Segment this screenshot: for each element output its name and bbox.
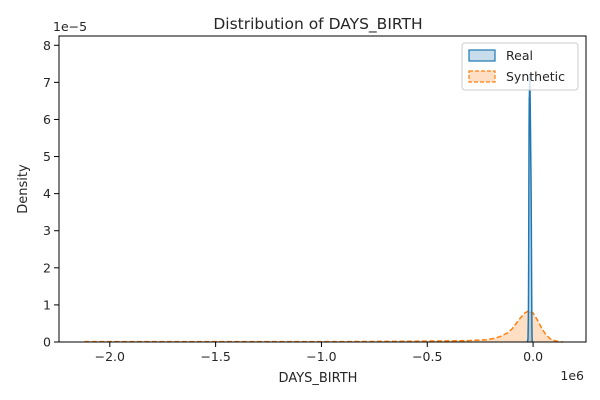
axes-frame bbox=[58, 35, 587, 343]
y-tick-label: 8 bbox=[43, 38, 51, 53]
y-tick-label: 7 bbox=[43, 75, 51, 90]
legend-box bbox=[461, 42, 579, 91]
legend: Real Synthetic bbox=[461, 42, 579, 91]
y-axis-ticks: 0 1 2 3 4 5 6 7 8 bbox=[43, 38, 59, 350]
x-axis-label: DAYS_BIRTH bbox=[279, 371, 358, 386]
x-tick-label: −1.5 bbox=[200, 349, 230, 364]
legend-label-synthetic: Synthetic bbox=[506, 69, 565, 84]
y-tick-label: 6 bbox=[43, 112, 51, 127]
legend-swatch-synthetic bbox=[468, 70, 496, 83]
x-axis-offset-label: 1e6 bbox=[560, 368, 584, 383]
y-axis-label: Density bbox=[16, 164, 31, 214]
x-tick-label: −2.0 bbox=[95, 349, 125, 364]
x-tick-label: −0.5 bbox=[412, 349, 442, 364]
x-tick-label: 0.0 bbox=[523, 349, 543, 364]
chart-title: Distribution of DAYS_BIRTH bbox=[213, 15, 422, 34]
y-tick-label: 4 bbox=[43, 186, 51, 201]
series-area-synthetic bbox=[84, 310, 563, 342]
legend-label-real: Real bbox=[506, 48, 533, 63]
y-tick-label: 1 bbox=[43, 297, 51, 312]
legend-swatch-real bbox=[468, 49, 496, 62]
y-tick-label: 5 bbox=[43, 149, 51, 164]
y-tick-label: 3 bbox=[43, 223, 51, 238]
y-tick-label: 2 bbox=[43, 260, 51, 275]
y-axis-offset-label: 1e−5 bbox=[53, 19, 87, 34]
x-axis-ticks: −2.0 −1.5 −1.0 −0.5 0.0 bbox=[95, 342, 543, 364]
x-tick-label: −1.0 bbox=[306, 349, 336, 364]
y-tick-label: 0 bbox=[43, 335, 51, 350]
